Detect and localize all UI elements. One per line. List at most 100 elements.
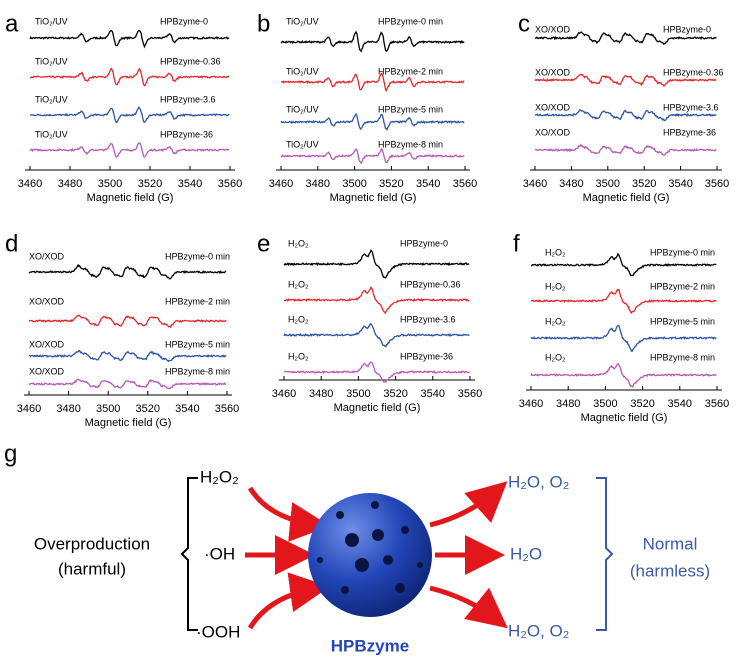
x-tick-label: 3560: [453, 178, 477, 190]
sample-label: XO/XOD: [535, 24, 571, 34]
x-tick-label: 3480: [556, 398, 580, 410]
sample-label: XO/XOD: [29, 296, 65, 306]
sample-label: H₂O₂: [545, 316, 566, 326]
catalyst-label: HPBzyme: [331, 636, 409, 655]
spectrum: [281, 72, 465, 93]
x-tick-label: 3520: [138, 178, 162, 190]
panel-letter: f: [513, 230, 520, 257]
sample-label: TiO₂/UV: [286, 104, 319, 114]
panel-letter: c: [518, 10, 530, 37]
x-tick-label: 3520: [383, 388, 407, 400]
condition-label: HPBzyme-36: [400, 351, 453, 361]
condition-label: HPBzyme-0.36: [663, 67, 724, 77]
x-tick-label: 3500: [342, 178, 366, 190]
condition-label: HPBzyme-36: [160, 129, 213, 139]
x-tick-label: 3520: [632, 178, 656, 190]
x-tick-label: 3540: [416, 178, 440, 190]
x-tick-label: 3560: [705, 178, 729, 190]
condition-label: HPBzyme-3.6: [160, 94, 216, 104]
spectrum: [280, 112, 465, 131]
condition-label: HPBzyme-3.6: [663, 102, 719, 112]
x-tick-label: 3460: [269, 178, 293, 190]
condition-label: HPBzyme-0: [400, 238, 448, 248]
condition-label: HPBzyme-36: [663, 127, 716, 137]
x-tick-label: 3560: [705, 398, 729, 410]
x-axis-label: Magnetic field (G): [581, 412, 668, 424]
x-tick-label: 3480: [306, 178, 330, 190]
spectrum: [280, 30, 465, 53]
condition-label: HPBzyme-5 min: [165, 339, 230, 349]
sample-label: H₂O₂: [545, 281, 566, 291]
sample-label: XO/XOD: [29, 251, 65, 261]
x-tick-label: 3540: [668, 178, 692, 190]
scheme: g H₂O₂ ·OH ·OOH Overproduction (harmful)…: [4, 440, 710, 655]
arrow: [247, 486, 330, 542]
x-tick-label: 3460: [17, 403, 41, 415]
x-tick-label: 3500: [596, 178, 620, 190]
bracket: [180, 477, 198, 631]
input: H₂O₂: [200, 467, 239, 486]
condition-label: HPBzyme-0.36: [400, 279, 461, 289]
panel-letter: b: [257, 10, 270, 37]
spectrum: [30, 67, 230, 87]
x-tick-label: 3480: [559, 178, 583, 190]
x-tick-label: 3520: [379, 178, 403, 190]
condition-label: HPBzyme-2 min: [650, 281, 715, 291]
condition-label: HPBzyme-0 min: [378, 16, 443, 26]
x-tick-label: 3540: [668, 398, 692, 410]
x-tick-label: 3520: [630, 398, 654, 410]
x-tick-label: 3520: [136, 403, 160, 415]
panel-letter: e: [257, 230, 270, 257]
x-tick-label: 3500: [593, 398, 617, 410]
sphere: [308, 493, 432, 617]
sample-label: H₂O₂: [288, 238, 309, 248]
x-tick-label: 3480: [56, 403, 80, 415]
condition-label: HPBzyme-0: [160, 16, 208, 26]
spectrum: [283, 248, 470, 279]
spectrum: [29, 142, 230, 159]
spectrum: [283, 361, 470, 383]
source: (harmful): [58, 559, 126, 578]
condition-label: HPBzyme-3.6: [400, 314, 456, 324]
spectrum: [280, 147, 465, 165]
x-tick-label: 3480: [309, 388, 333, 400]
spectrum: [530, 362, 717, 388]
input: ·OH: [204, 544, 235, 563]
condition-label: HPBzyme-8 min: [165, 366, 230, 376]
spectrum: [534, 73, 717, 87]
sample-label: TiO₂/UV: [286, 16, 319, 26]
x-tick-label: 3500: [96, 403, 120, 415]
output: H₂O, O₂: [508, 621, 569, 640]
sample-label: H₂O₂: [288, 279, 309, 289]
output: H₂O: [510, 544, 542, 563]
x-tick-label: 3500: [346, 388, 370, 400]
x-tick-label: 3460: [272, 388, 296, 400]
arrow: [429, 585, 508, 629]
panel-letter: a: [5, 10, 19, 37]
x-tick-label: 3540: [421, 388, 445, 400]
sample-label: TiO₂/UV: [35, 94, 68, 104]
sample-label: XO/XOD: [29, 366, 65, 376]
spectrum: [283, 322, 470, 348]
spectrum: [29, 29, 230, 49]
pores: [317, 501, 423, 594]
panel-letter: g: [4, 440, 17, 467]
spectrum: [284, 285, 470, 315]
x-axis-label: Magnetic field (G): [334, 402, 421, 414]
spectrum: [530, 324, 717, 352]
panel-letter: d: [5, 230, 18, 257]
condition-label: HPBzyme-5 min: [378, 104, 443, 114]
sample-label: XO/XOD: [29, 339, 65, 349]
condition-label: HPBzyme-2 min: [165, 296, 230, 306]
input: ·OOH: [196, 622, 240, 641]
sample-label: TiO₂/UV: [35, 16, 68, 26]
x-tick-label: 3460: [523, 178, 547, 190]
x-axis-label: Magnetic field (G): [87, 192, 174, 204]
x-tick-label: 3540: [178, 178, 202, 190]
source: Overproduction: [34, 534, 150, 553]
result: (harmless): [630, 561, 710, 580]
sample-label: H₂O₂: [545, 352, 566, 362]
arrow: [247, 572, 330, 630]
x-tick-label: 3560: [215, 403, 239, 415]
